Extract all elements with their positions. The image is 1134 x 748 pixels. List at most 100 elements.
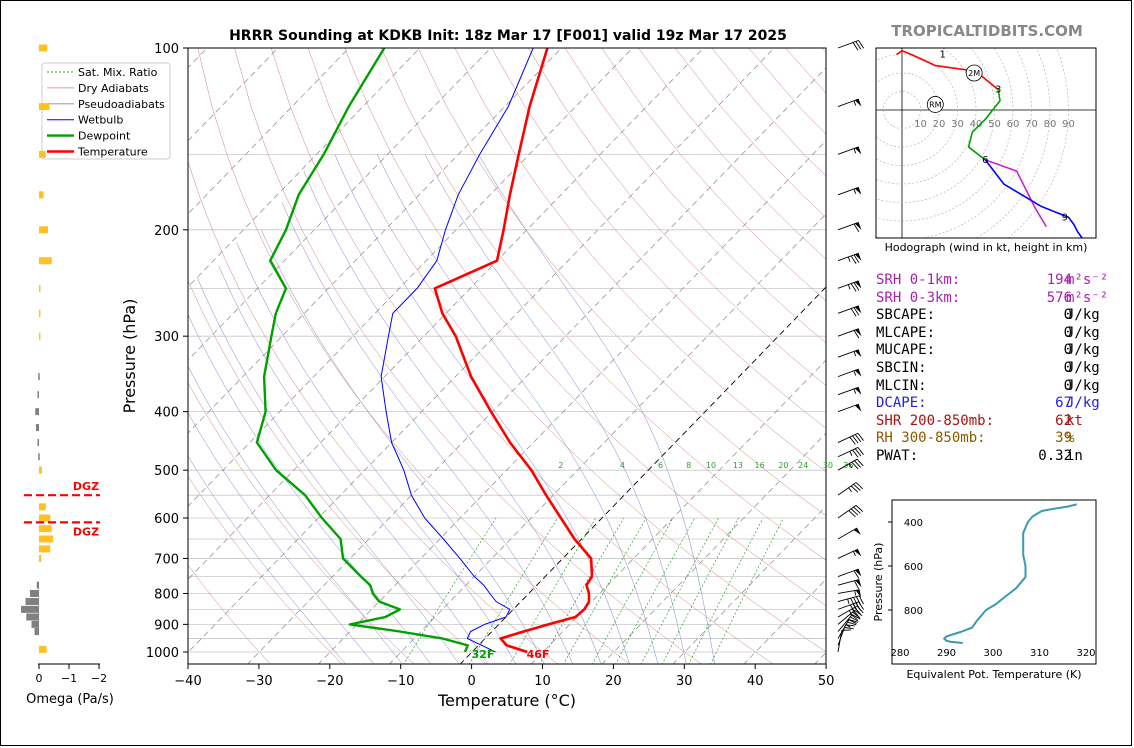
thetae-ytick-label: 800	[904, 606, 923, 617]
mix-ratio-line	[615, 517, 696, 664]
barb-full	[853, 254, 860, 263]
xtick-label: 20	[605, 674, 622, 689]
mix-ratio-label: 8	[686, 461, 691, 470]
stat-value: 576	[1046, 289, 1072, 306]
pseudoadiabat-line	[218, 266, 488, 664]
hodograph-ring	[876, 48, 977, 185]
wind-barb	[837, 614, 861, 632]
stat-label: MLCAPE:	[876, 324, 936, 341]
stat-unit: %	[1066, 430, 1075, 447]
isotherm-line	[459, 286, 826, 664]
omega-bar	[39, 226, 48, 234]
barb-half	[848, 610, 853, 616]
stat-row: SBCAPE: 0 J/kg	[876, 307, 1116, 325]
barb-half	[847, 284, 851, 290]
barb-full	[850, 597, 856, 607]
mix-ratio-line	[539, 517, 625, 664]
dry-adiabat-line	[197, 48, 630, 664]
barb-full	[850, 283, 857, 292]
mix-ratio-line	[688, 517, 764, 664]
wind-barb	[837, 305, 862, 317]
wind-barb	[837, 505, 864, 519]
pseudoadiabat-line	[261, 229, 545, 664]
barb-full	[855, 596, 862, 606]
skewt-axes: −40 −30 −20 −10 0 10 20 30 40 50 100 200 300 400 500 60…	[146, 42, 854, 689]
barb-flag	[854, 404, 862, 412]
barb-full	[853, 223, 860, 233]
stat-label: SBCIN:	[876, 359, 927, 376]
wind-barb	[837, 447, 864, 458]
storm-motion-marker	[965, 64, 983, 82]
barb-staff	[837, 605, 858, 618]
xtick-label: 50	[818, 674, 835, 689]
omega-bar	[39, 103, 50, 111]
barb-staff	[837, 40, 859, 49]
dry-adiabat-line	[491, 48, 826, 429]
skewt-background-lines	[188, 48, 826, 664]
barb-half	[848, 487, 852, 493]
mix-ratio-label: 20	[778, 461, 788, 470]
omega-bar	[39, 645, 47, 653]
xtick-label: 10	[534, 674, 551, 689]
stat-value: 194	[1046, 272, 1072, 288]
stat-unit: m²s⁻²	[1066, 289, 1109, 306]
stat-unit: J/kg	[1066, 324, 1100, 341]
barb-flag	[854, 253, 862, 261]
xtick-label: −10	[387, 674, 414, 689]
hodograph-height-label: 6	[982, 155, 988, 166]
dry-adiabat-line	[381, 48, 826, 561]
omega-bar	[39, 309, 41, 317]
xtick-label: 0	[467, 674, 475, 689]
barb-full	[855, 482, 864, 490]
wind-barb	[837, 548, 862, 559]
pseudoadiabat-line	[188, 455, 346, 664]
pseudoadiabat-line	[281, 202, 573, 664]
dry-adiabat-line	[270, 48, 774, 664]
pseudoadiabat-line	[197, 277, 460, 664]
mix-ratio-label: 24	[798, 461, 808, 470]
legend-label: Dewpoint	[78, 130, 131, 143]
ytick-label: 700	[154, 552, 179, 567]
legend-label: Sat. Mix. Ratio	[78, 66, 158, 79]
omega-bar	[36, 581, 39, 589]
xtick-label: −30	[245, 674, 272, 689]
wind-barb	[837, 458, 864, 471]
barb-full	[852, 611, 861, 619]
thetae-xtick-label: 320	[1076, 648, 1095, 659]
omega-bar	[38, 373, 40, 381]
hodograph-ring-label: 20	[933, 119, 946, 130]
hodograph-ring-label: 80	[1044, 119, 1057, 130]
barb-full	[848, 510, 856, 518]
barb-half	[853, 370, 857, 376]
hodograph-segment	[896, 49, 999, 91]
dry-adiabat-line	[188, 160, 559, 664]
barb-staff	[837, 447, 859, 458]
barb-staff	[837, 609, 856, 625]
stat-row: RH 300-850mb: 39%	[876, 430, 1116, 448]
hodograph-ring-label: 30	[951, 119, 964, 130]
isotherm-line	[601, 432, 826, 664]
barb-flag	[855, 579, 862, 588]
wind-barb	[837, 349, 862, 358]
barb-half	[853, 148, 857, 154]
hodograph-height-label: 3	[995, 85, 1001, 96]
dry-adiabat-line	[307, 48, 826, 652]
wind-barb	[837, 609, 863, 625]
mix-ratio-label: 36	[843, 461, 853, 470]
isotherm-line	[530, 359, 826, 664]
xtick-label: 30	[676, 674, 693, 689]
wind-barb	[837, 186, 862, 196]
hodograph-rings: 10 20 30 40 50 60 70 80 90	[876, 48, 1096, 238]
isotherm-line	[188, 48, 704, 580]
barb-staff	[837, 98, 859, 107]
barb-flag	[854, 349, 862, 358]
ytick-label: 400	[154, 406, 179, 421]
hodograph-ring-label: 10	[914, 119, 927, 130]
stat-row: MLCAPE: 0 J/kg	[876, 325, 1116, 343]
legend-label: Temperature	[77, 146, 148, 159]
hodograph-ring-label: 50	[988, 119, 1001, 130]
stat-row: MUCAPE: 0 J/kg	[876, 342, 1116, 360]
xtick-label: −40	[174, 674, 201, 689]
omega-tick-label: 0	[36, 672, 43, 685]
